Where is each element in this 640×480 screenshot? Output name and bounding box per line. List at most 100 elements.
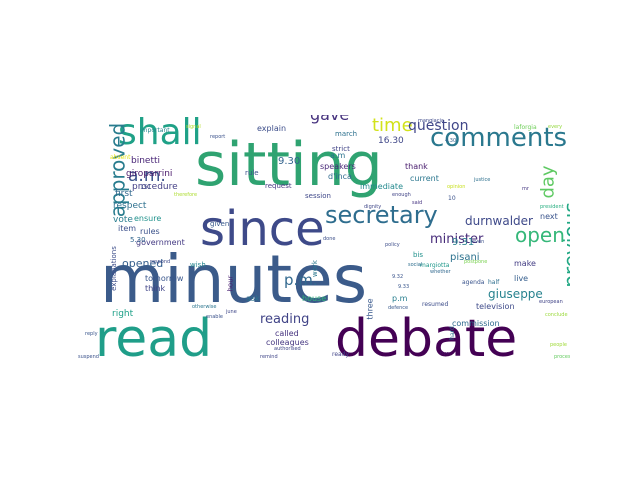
cloud-word: march [335,130,358,138]
cloud-word: said [412,200,423,206]
cloud-word: 4.30 [445,138,457,144]
cloud-word: minutes [100,241,368,318]
cloud-word: enough [392,192,411,198]
word-cloud: minutes sitting read debate since shall commen… [70,115,570,365]
cloud-word: three [365,298,375,320]
cloud-word: strict [332,145,350,153]
cloud-word: since [200,201,325,257]
cloud-word: process [554,354,570,360]
cloud-word: defence [388,305,409,311]
cloud-word: television [476,302,515,311]
cloud-word: 9.32 [392,274,404,280]
cloud-word: p.m [392,294,408,303]
cloud-word: giuseppe [488,287,543,301]
cloud-word: social [408,262,423,268]
cloud-word: pisani [450,252,480,263]
cloud-word: right [112,309,134,319]
cloud-word: live [514,274,529,283]
cloud-word: five [440,351,450,357]
cloud-word: read [95,309,213,365]
cloud-word: rules [140,227,160,236]
cloud-word: remind [260,354,278,360]
cloud-word: mr [522,186,529,192]
cloud-word: whether [430,269,451,275]
cloud-word: agenda [462,279,485,286]
cloud-word: think [145,284,166,293]
cloud-word: immediate [360,182,403,191]
cloud-word: house [302,294,327,303]
cloud-word: otherwise [192,304,217,310]
cloud-word: next [540,212,558,221]
cloud-word: conclude [545,312,568,318]
cloud-word: thank [405,162,428,171]
cloud-word: gave [310,115,349,123]
cloud-word: called [275,329,299,338]
cloud-word: reply [85,331,98,337]
cloud-word: 5.30 [130,236,146,244]
cloud-word: margiotta [420,262,450,269]
cloud-word: suspend [78,354,99,360]
cloud-word: important [140,127,170,134]
cloud-word: signal [186,124,201,130]
cloud-word: time [372,115,413,136]
cloud-word: wish [190,261,206,269]
cloud-word: p.m. [284,271,318,289]
cloud-word: absent [110,154,131,161]
cloud-word: hard [448,326,456,340]
cloud-word: 9.30 [278,156,301,167]
cloud-word: ready [332,351,350,358]
cloud-word: government [136,238,185,247]
cloud-word: respond [150,259,171,265]
cloud-word: sitting [195,130,383,200]
cloud-word: a.m [330,151,346,160]
cloud-word: rule [245,169,259,177]
cloud-word: ask [246,294,260,303]
cloud-word: procedure [132,182,178,192]
cloud-word: enable [206,314,223,320]
cloud-word: people [550,342,567,348]
cloud-word: giroparrini [126,169,173,179]
cloud-word: explain [257,124,287,133]
cloud-word: even [472,239,485,245]
cloud-word: current [410,174,439,183]
cloud-word: binetti [131,156,161,166]
cloud-word: request [265,182,292,190]
cloud-word: policy [385,242,400,248]
cloud-word: ensure [134,214,162,223]
cloud-word: report [210,134,226,140]
cloud-word: hour [226,275,235,292]
cloud-word: therefore [174,192,198,198]
cloud-word: mangiacia [418,118,444,124]
cloud-word: make [514,259,536,268]
cloud-word: done [323,236,336,242]
cloud-word: comments [430,123,568,153]
cloud-word: commission [452,319,500,328]
cloud-word: tomorrow [145,274,184,283]
cloud-word: day [537,165,559,199]
cloud-word: session [305,192,331,200]
cloud-word: minister [430,232,484,247]
cloud-word: reading [260,312,310,327]
cloud-word: authorised [274,346,301,352]
cloud-word: d'inca [328,172,352,181]
cloud-word: president [540,204,564,210]
cloud-word: colleagues [266,338,309,347]
cloud-word: 10 [448,195,456,202]
cloud-word: vote [113,215,133,225]
cloud-word: first [115,189,133,199]
cloud-word: bis [413,251,424,259]
cloud-word: respect [113,201,147,211]
cloud-word: open [515,223,565,247]
cloud-word: every [548,124,563,130]
cloud-word: european [539,299,563,305]
cloud-word: resumed [422,301,449,308]
cloud-word: postpone [464,259,488,265]
cloud-word: 151 [140,184,152,191]
cloud-word: question [408,118,469,134]
cloud-word: dignity [364,204,382,210]
cloud-word: june [226,309,237,315]
cloud-word: a.m. [128,166,166,186]
cloud-word: laforgia [514,124,537,131]
cloud-word: 9.31 [452,237,475,248]
